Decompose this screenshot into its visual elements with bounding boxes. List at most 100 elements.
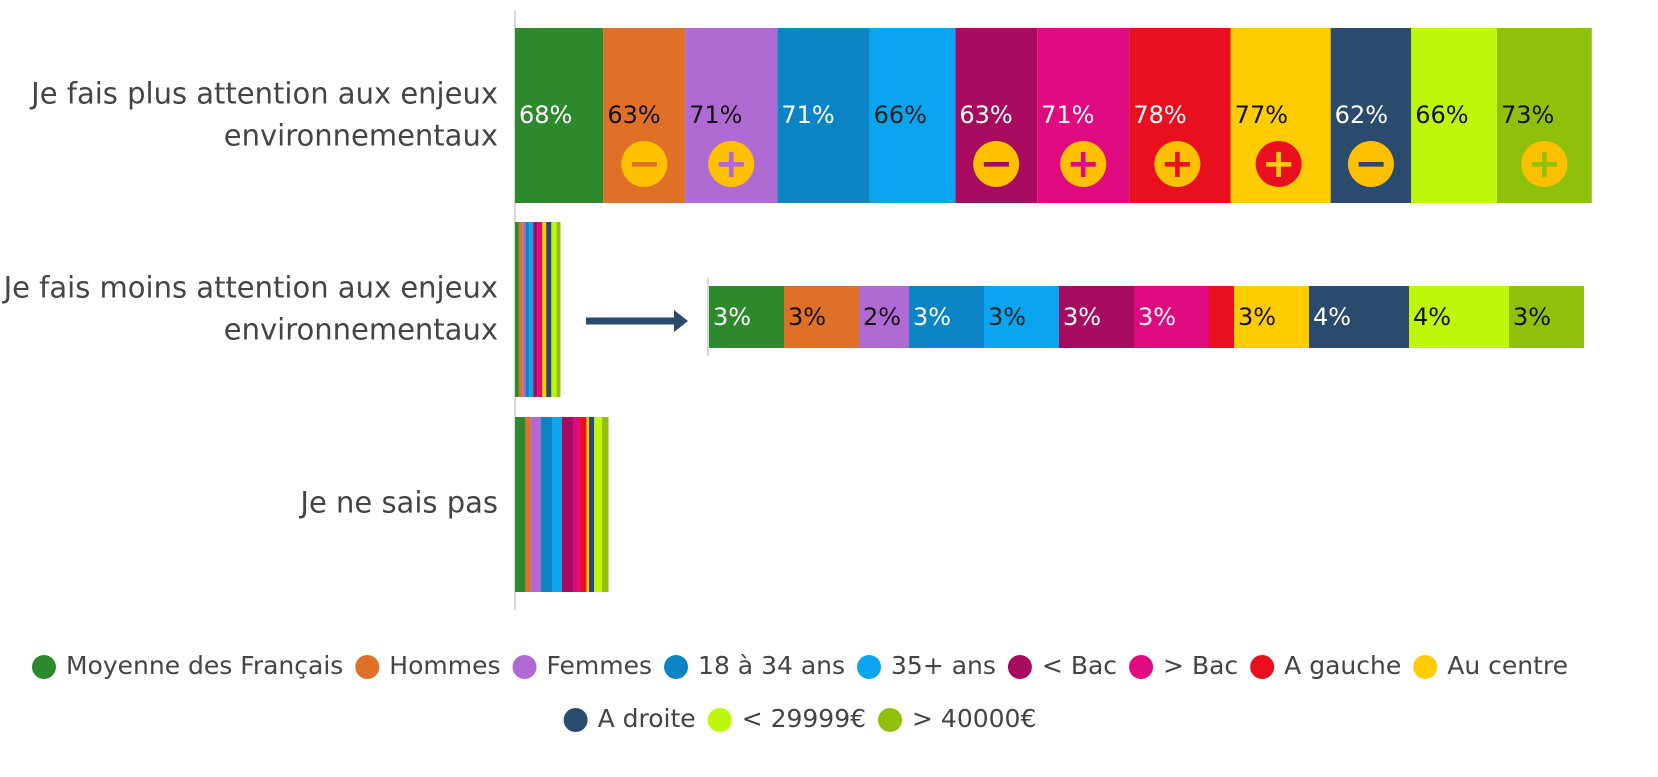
bar-segment xyxy=(586,417,590,592)
value-label: 3% xyxy=(1513,303,1551,331)
significance-sign: − xyxy=(627,141,661,187)
value-label: 3% xyxy=(1138,303,1176,331)
bar-segment xyxy=(515,222,519,397)
legend-label: A gauche xyxy=(1284,651,1401,680)
value-label: 71% xyxy=(689,101,742,129)
value-label: 71% xyxy=(1041,101,1094,129)
value-label: 66% xyxy=(1415,101,1468,129)
inset-segment xyxy=(1059,286,1134,348)
bar-segment xyxy=(515,417,526,592)
legend-item: A gauche xyxy=(1250,651,1401,680)
bar-segment xyxy=(525,222,530,397)
inset-segment xyxy=(1409,286,1509,348)
value-label: 3% xyxy=(988,303,1026,331)
legend-label: > Bac xyxy=(1163,651,1238,680)
bar-segment xyxy=(552,417,562,592)
legend-label: > 40000€ xyxy=(912,704,1036,733)
significance-icon xyxy=(1255,141,1302,187)
arrow-head xyxy=(674,310,688,332)
value-label: 3% xyxy=(713,303,751,331)
value-label: 4% xyxy=(1313,303,1351,331)
legend-label: A droite xyxy=(598,704,696,733)
significance-icon xyxy=(621,141,668,187)
significance-sign: + xyxy=(1528,141,1562,187)
legend-swatch xyxy=(1007,655,1032,679)
significance-icon xyxy=(1347,141,1394,187)
value-label: 77% xyxy=(1235,101,1288,129)
bar-segment xyxy=(530,417,541,592)
value-label: 78% xyxy=(1133,101,1186,129)
bar-segment xyxy=(525,417,531,592)
value-label: 3% xyxy=(788,303,826,331)
legend-label: < Bac xyxy=(1042,651,1117,680)
significance-sign: − xyxy=(979,141,1013,187)
legend-swatch xyxy=(1129,655,1154,679)
value-label: 4% xyxy=(1413,303,1451,331)
inset-segment xyxy=(909,286,984,348)
significance-sign: + xyxy=(1262,141,1296,187)
legend-item: Au centre xyxy=(1413,651,1568,680)
inset-segment xyxy=(859,286,909,348)
legend-label: < 29999€ xyxy=(742,704,866,733)
significance-icon xyxy=(1060,141,1107,187)
value-label: 3% xyxy=(1063,303,1101,331)
legend-swatch xyxy=(707,708,732,732)
value-label: 3% xyxy=(913,303,951,331)
legend-swatch xyxy=(563,708,588,732)
value-label: 66% xyxy=(874,101,927,129)
legend-swatch xyxy=(31,655,56,679)
legend-label: 18 à 34 ans xyxy=(698,651,845,680)
value-label: 73% xyxy=(1501,101,1554,129)
legend-item: 35+ ans xyxy=(857,651,996,680)
legend-label: 35+ ans xyxy=(891,651,996,680)
legend-swatch xyxy=(355,655,380,679)
inset-segment xyxy=(1209,286,1234,348)
bar-segment xyxy=(529,222,534,397)
bar-segment xyxy=(561,417,574,592)
category-label: Je fais plus attention aux enjeux environ… xyxy=(29,77,498,153)
legend-item: Hommes xyxy=(355,651,501,680)
legend-label: Moyenne des Français xyxy=(66,651,343,680)
bar-segment xyxy=(579,417,587,592)
inset-segment xyxy=(1234,286,1309,348)
legend-item: 18 à 34 ans xyxy=(664,651,845,680)
bar-segment xyxy=(602,417,609,592)
significance-icon xyxy=(973,141,1020,187)
bar-segment xyxy=(540,417,553,592)
bar-segment xyxy=(537,222,541,397)
significance-icon xyxy=(1154,141,1201,187)
bar-segment xyxy=(869,28,956,203)
legend-swatch xyxy=(664,655,689,679)
inset-segment xyxy=(709,286,784,348)
legend-item: A droite xyxy=(563,704,696,733)
bar-segment xyxy=(573,417,580,592)
legend-label: Femmes xyxy=(547,651,653,680)
inset-segment xyxy=(1509,286,1584,348)
value-label: 63% xyxy=(607,101,660,129)
value-label: 68% xyxy=(519,101,572,129)
legend-swatch xyxy=(1250,655,1275,679)
bar-segment xyxy=(533,222,538,397)
legend-swatch xyxy=(878,708,903,732)
significance-sign: − xyxy=(1354,141,1388,187)
bar-segment xyxy=(518,222,523,397)
legend-item: < Bac xyxy=(1007,651,1117,680)
legend-item: Moyenne des Français xyxy=(31,651,343,680)
bar-segment xyxy=(777,28,870,203)
inset-segment xyxy=(784,286,859,348)
legend-item: Femmes xyxy=(512,651,653,680)
significance-sign: + xyxy=(1161,141,1195,187)
bar-segment xyxy=(515,28,604,203)
bar-segment xyxy=(589,417,595,592)
inset-segment xyxy=(984,286,1059,348)
legend-label: Hommes xyxy=(389,651,500,680)
inset-segment xyxy=(1134,286,1209,348)
bar-segment xyxy=(594,417,603,592)
category-label: Je ne sais pas xyxy=(298,486,498,520)
legend-item: > 40000€ xyxy=(878,704,1036,733)
significance-icon xyxy=(708,141,755,187)
significance-sign: + xyxy=(715,141,749,187)
legend-item: > Bac xyxy=(1129,651,1238,680)
bar-segment xyxy=(1411,28,1497,203)
